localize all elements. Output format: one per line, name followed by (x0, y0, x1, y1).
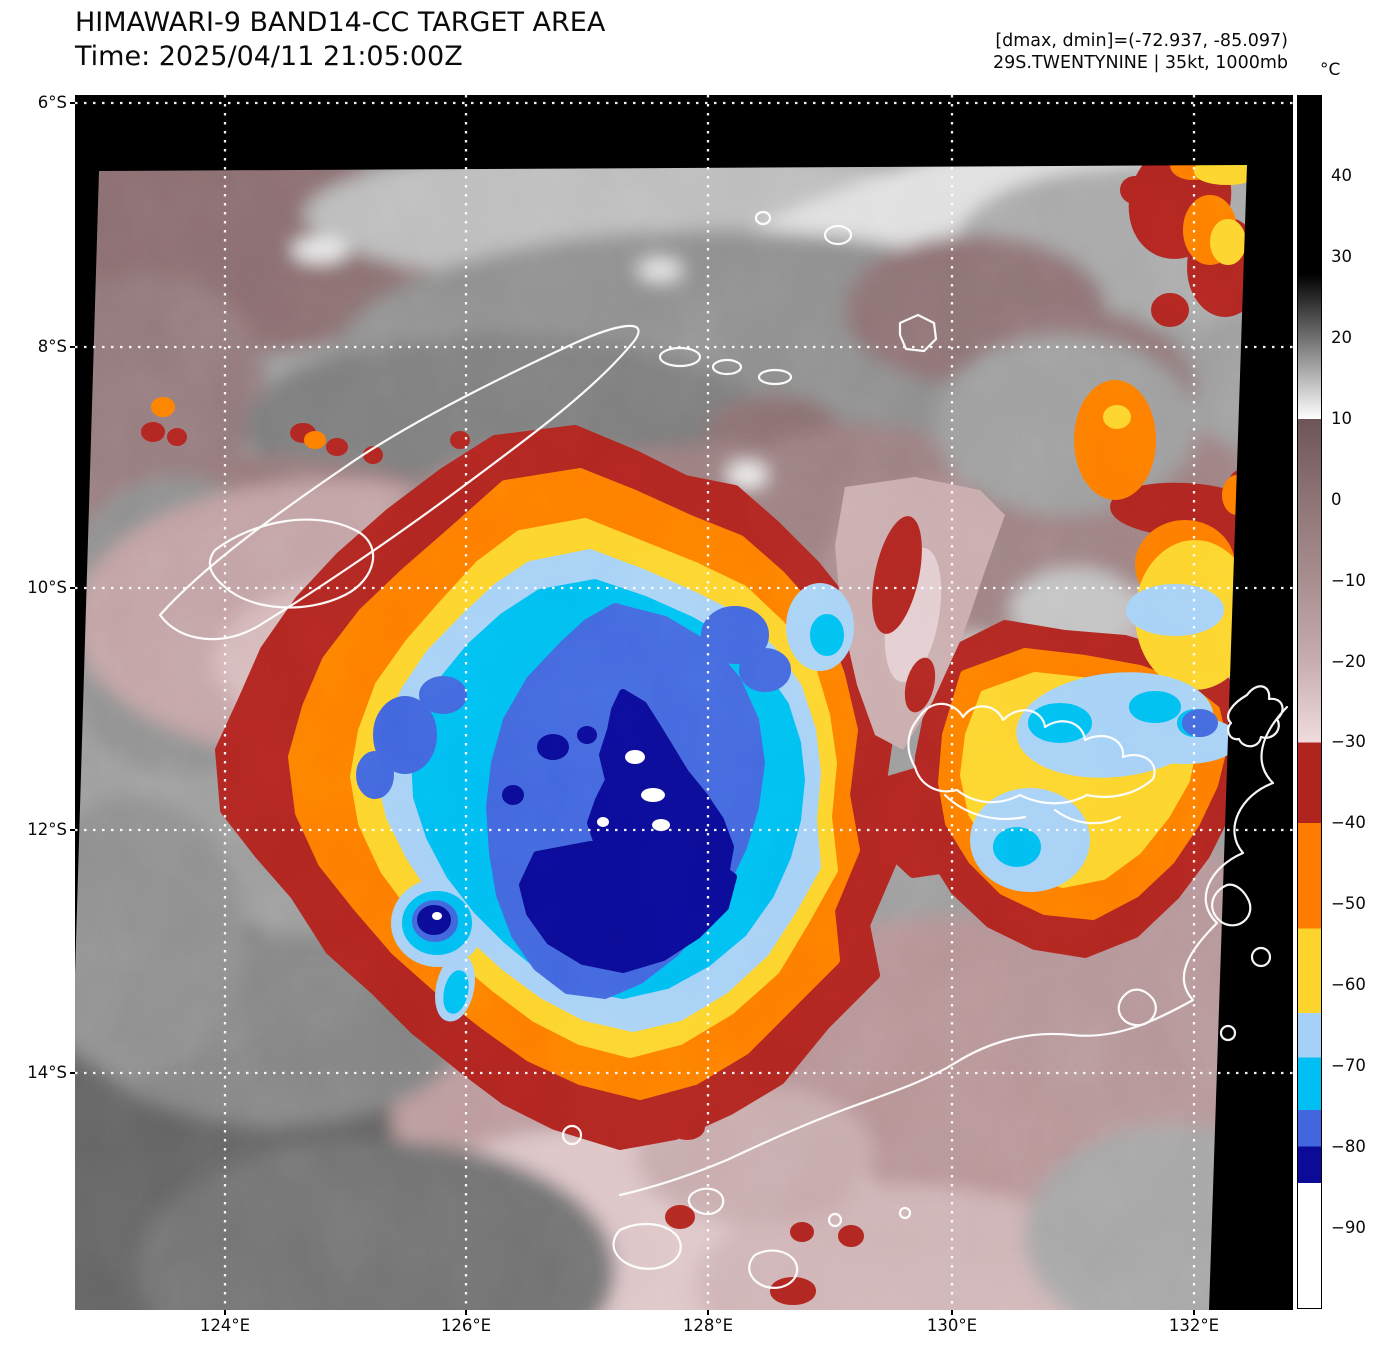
header-annotations: [dmax, dmin]=(-72.937, -85.097) 29S.TWEN… (993, 30, 1288, 74)
lon-tick-mark (707, 1310, 709, 1315)
colorbar-tick-label: −80 (1331, 1137, 1366, 1157)
lon-tick-mark (1193, 1310, 1195, 1315)
lat-tick-mark (70, 346, 75, 348)
header-titles: HIMAWARI-9 BAND14-CC TARGET AREA Time: 2… (75, 6, 605, 74)
lat-tick-mark (70, 587, 75, 589)
colorbar-tick-label: −10 (1331, 570, 1366, 590)
lat-tick-mark (70, 829, 75, 831)
colorbar-unit-label: °C (1320, 60, 1341, 80)
colorbar (1297, 95, 1322, 1309)
lat-tick-label: 12°S (27, 820, 67, 839)
noise-texture-coarse (75, 165, 1247, 1310)
lat-tick-mark (70, 1072, 75, 1074)
lon-tick-label: 130°E (926, 1316, 978, 1335)
colorbar-tick-label: 10 (1331, 408, 1352, 428)
lon-tick-label: 128°E (682, 1316, 734, 1335)
map-plot-area: Copyright © 2020-2025 Dapiya (75, 95, 1293, 1310)
satellite-image-canvas (75, 95, 1293, 1310)
page-title: HIMAWARI-9 BAND14-CC TARGET AREA (75, 7, 606, 38)
colorbar-tick-label: −20 (1331, 651, 1366, 671)
lat-tick-label: 6°S (37, 93, 67, 112)
colorbar-tick-label: −50 (1331, 894, 1366, 914)
lat-tick-label: 14°S (27, 1063, 67, 1082)
lon-tick-label: 126°E (440, 1316, 492, 1335)
lon-tick-mark (224, 1310, 226, 1315)
timestamp: Time: 2025/04/11 21:05:00Z (75, 41, 463, 72)
colorbar-tick-label: −40 (1331, 813, 1366, 833)
lat-tick-label: 10°S (27, 578, 67, 597)
colorbar-tick-label: −30 (1331, 732, 1366, 752)
colorbar-tick-label: −70 (1331, 1056, 1366, 1076)
colorbar-tick-label: −90 (1331, 1218, 1366, 1238)
storm-annotation: 29S.TWENTYNINE | 35kt, 1000mb (993, 53, 1288, 73)
lon-tick-label: 124°E (199, 1316, 251, 1335)
lat-tick-mark (70, 102, 75, 104)
colorbar-tick-label: 20 (1331, 327, 1352, 347)
data-swath (75, 165, 1247, 1310)
lon-tick-mark (951, 1310, 953, 1315)
colorbar-tick-label: 40 (1331, 165, 1352, 185)
lon-tick-mark (465, 1310, 467, 1315)
lat-tick-label: 8°S (37, 337, 67, 356)
colorbar-tick-label: 30 (1331, 246, 1352, 266)
coastlines (158, 210, 1289, 1289)
dmax-dmin-annotation: [dmax, dmin]=(-72.937, -85.097) (995, 31, 1288, 51)
colorbar-tick-label: 0 (1331, 489, 1342, 509)
colorbar-tick-label: −60 (1331, 975, 1366, 995)
lon-tick-label: 132°E (1168, 1316, 1220, 1335)
